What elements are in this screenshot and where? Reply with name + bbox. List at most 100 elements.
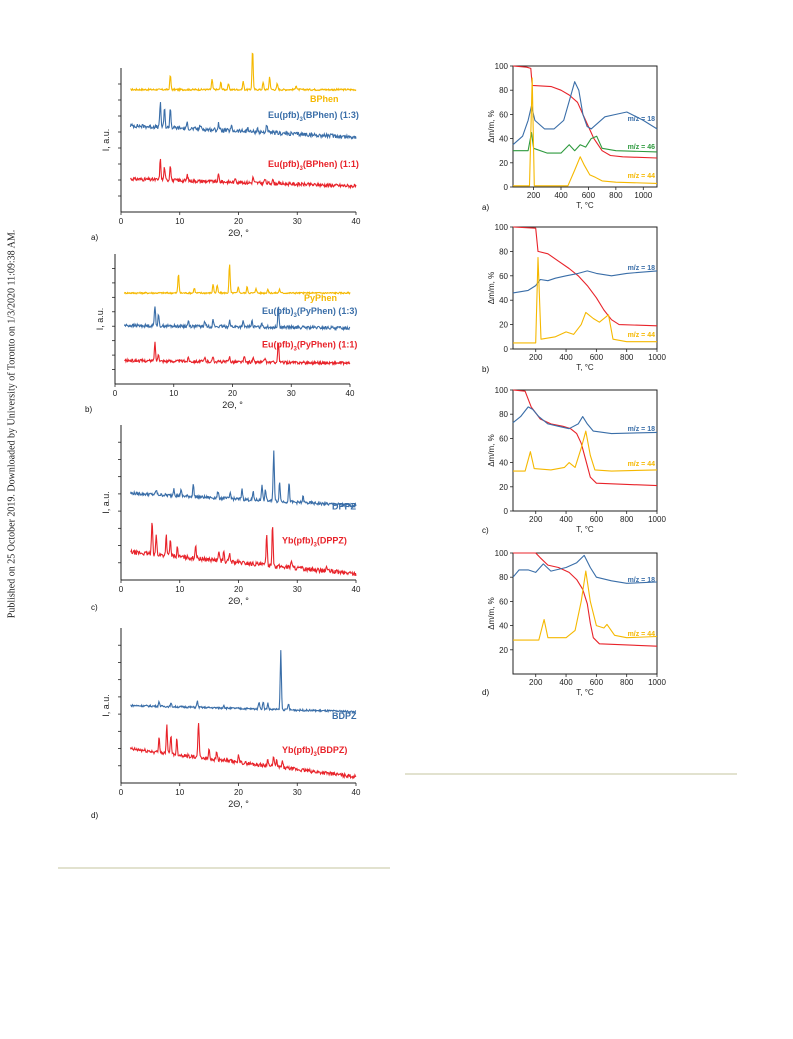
series-label: PyPhen xyxy=(304,293,337,303)
series-label: m/z = 18 xyxy=(628,265,656,272)
series-line xyxy=(513,132,658,154)
y-tick-label: 80 xyxy=(499,247,508,256)
series-label: Eu(pfb)3(BPhen) (1:3) xyxy=(268,110,359,123)
x-axis-label: 2Θ, ° xyxy=(228,596,249,606)
x-tick-label: 200 xyxy=(529,353,543,362)
x-tick-label: 800 xyxy=(620,678,634,687)
x-tick-label: 40 xyxy=(352,788,361,797)
x-tick-label: 30 xyxy=(293,788,302,797)
y-tick-label: 40 xyxy=(499,296,508,305)
y-tick-label: 80 xyxy=(499,86,508,95)
panel-label: d) xyxy=(91,811,98,820)
x-tick-label: 200 xyxy=(529,678,543,687)
y-tick-label: 80 xyxy=(499,410,508,419)
series-line xyxy=(512,270,658,294)
x-tick-label: 10 xyxy=(175,217,184,226)
series-line xyxy=(513,430,658,472)
plot-frame xyxy=(512,389,658,512)
x-tick-label: 0 xyxy=(113,389,118,398)
plot-frame xyxy=(512,226,658,350)
series-line xyxy=(130,52,357,93)
x-axis-label: 2Θ, ° xyxy=(222,400,243,410)
x-tick-label: 0 xyxy=(119,585,124,594)
y-tick-label: 60 xyxy=(499,272,508,281)
x-axis-label: 2Θ, ° xyxy=(228,228,249,238)
series-line xyxy=(512,81,658,146)
x-tick-label: 1000 xyxy=(648,678,666,687)
x-tick-label: 600 xyxy=(582,191,596,200)
x-tick-label: 30 xyxy=(287,389,296,398)
series-line xyxy=(513,256,657,344)
series-line xyxy=(130,650,357,714)
panel-label: a) xyxy=(91,233,98,242)
chart-xrd-d: 0 10 20 30 40 2Θ, ° I, a.u. d) BDPZ Yb(pfb)3(BDPZ… xyxy=(91,628,361,820)
x-tick-label: 400 xyxy=(559,353,573,362)
series-label: m/z = 44 xyxy=(628,631,656,638)
chart-xrd-c: 0 10 20 30 40 2Θ, ° I, a.u. c) DPPZ Yb(pfb)3(DPPZ… xyxy=(91,425,361,612)
series-line xyxy=(123,306,351,332)
panel-label: c) xyxy=(91,603,98,612)
y-tick-label: 60 xyxy=(499,434,508,443)
x-tick-label: 20 xyxy=(234,585,243,594)
series-label: m/z = 18 xyxy=(628,116,656,123)
chart-tga-a: 0 20 40 60 80 100 200 400 600 800 1000 T, °C Δm/m, %… xyxy=(482,62,658,212)
x-axis-label: T, °C xyxy=(576,201,594,210)
plot-frame xyxy=(512,65,658,188)
series-line xyxy=(129,450,357,509)
x-tick-label: 800 xyxy=(620,515,634,524)
x-tick-label: 600 xyxy=(590,678,604,687)
y-tick-label: 100 xyxy=(495,386,509,395)
y-tick-label: 80 xyxy=(499,573,508,582)
x-tick-label: 600 xyxy=(590,353,604,362)
series-line xyxy=(513,552,658,647)
series-line xyxy=(129,102,357,140)
series-label: Eu(pfb)3(PyPhen) (1:3) xyxy=(262,306,357,319)
y-axis-label: I, a.u. xyxy=(101,694,111,717)
panel-label: a) xyxy=(482,203,489,212)
x-axis-label: T, °C xyxy=(576,688,594,697)
y-tick-label: 100 xyxy=(495,549,509,558)
y-tick-label: 20 xyxy=(499,159,508,168)
chart-xrd-a: 0 10 20 30 40 2Θ, ° I, a.u. a) BPhen Eu(pfb)3(BPh… xyxy=(91,52,361,242)
x-tick-label: 20 xyxy=(234,788,243,797)
x-tick-label: 30 xyxy=(293,585,302,594)
y-tick-label: 60 xyxy=(499,597,508,606)
series-line xyxy=(512,65,658,159)
series-line xyxy=(124,341,351,367)
series-line xyxy=(512,226,658,327)
series-label: m/z = 44 xyxy=(628,461,656,468)
x-tick-label: 1000 xyxy=(648,353,666,362)
y-axis-label: I, a.u. xyxy=(101,491,111,514)
series-line xyxy=(129,723,357,780)
series-label: m/z = 18 xyxy=(628,426,656,433)
y-tick-label: 20 xyxy=(499,646,508,655)
y-axis-label: Δm/m, % xyxy=(487,434,496,466)
y-tick-label: 20 xyxy=(499,483,508,492)
x-tick-label: 400 xyxy=(559,515,573,524)
x-tick-label: 400 xyxy=(559,678,573,687)
y-axis-label: I, a.u. xyxy=(95,308,105,331)
series-line xyxy=(512,389,658,487)
x-axis-label: 2Θ, ° xyxy=(228,799,249,809)
x-tick-label: 0 xyxy=(119,788,124,797)
y-axis-label: Δm/m, % xyxy=(487,597,496,629)
chart-tga-d: 20 40 60 80 100 200 400 600 800 1000 T, °C Δm/m, % d… xyxy=(482,549,666,697)
series-line xyxy=(512,406,658,435)
x-tick-label: 30 xyxy=(293,217,302,226)
series-label: m/z = 44 xyxy=(628,332,656,339)
x-axis-label: T, °C xyxy=(576,525,594,534)
plot-frame xyxy=(512,552,658,675)
series-line xyxy=(513,77,658,187)
series-label: Yb(pfb)3(DPPZ) xyxy=(282,536,347,549)
series-label: BDPZ xyxy=(332,711,357,721)
x-axis-label: T, °C xyxy=(576,363,594,372)
y-axis-label: I, a.u. xyxy=(101,129,111,152)
x-tick-label: 800 xyxy=(620,353,634,362)
x-tick-label: 200 xyxy=(527,191,541,200)
series-label: BPhen xyxy=(310,94,339,104)
series-label: Eu(pfb)3(BPhen) (1:1) xyxy=(268,159,359,172)
y-tick-label: 40 xyxy=(499,622,508,631)
series-label: m/z = 44 xyxy=(628,173,656,180)
y-tick-label: 40 xyxy=(499,135,508,144)
